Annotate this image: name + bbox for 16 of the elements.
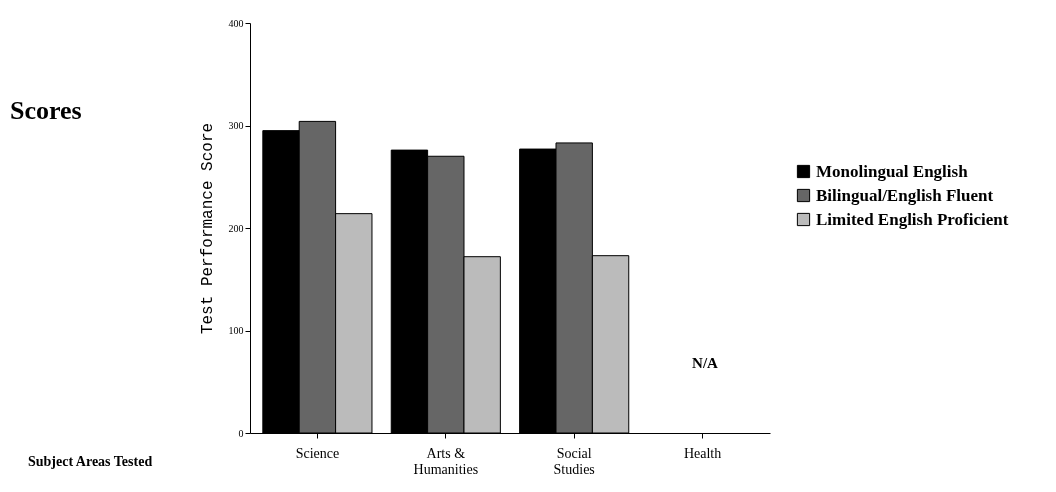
x-tick-label: Science xyxy=(295,445,340,461)
text: Subject Areas Tested xyxy=(28,454,153,469)
y-tick-label: 100 xyxy=(228,325,244,336)
legend-label: Monolingual English xyxy=(816,161,969,181)
legend-label: Limited English Proficient xyxy=(816,209,1009,229)
annotation: N/A xyxy=(692,355,719,371)
x-tick-label: Arts & Humanities xyxy=(413,445,479,477)
y-tick-label: 300 xyxy=(228,120,244,131)
y-tick-label: 0 xyxy=(238,427,244,439)
y-tick-label: 400 xyxy=(228,17,244,29)
x-tick-label: Health xyxy=(683,445,722,461)
text: Scores xyxy=(10,96,82,125)
y-tick-label: 200 xyxy=(228,222,244,234)
x-tick-label: Social Studies xyxy=(553,445,595,477)
y-axis-title: Test Performance Score xyxy=(198,122,217,335)
legend-label: Bilingual/English Fluent xyxy=(816,185,994,205)
